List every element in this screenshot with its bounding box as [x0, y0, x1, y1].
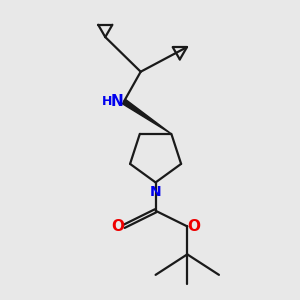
Text: N: N [150, 185, 161, 200]
Text: O: O [187, 219, 200, 234]
Text: N: N [111, 94, 124, 109]
Text: H: H [102, 95, 112, 108]
Text: O: O [111, 219, 124, 234]
Polygon shape [122, 99, 171, 134]
